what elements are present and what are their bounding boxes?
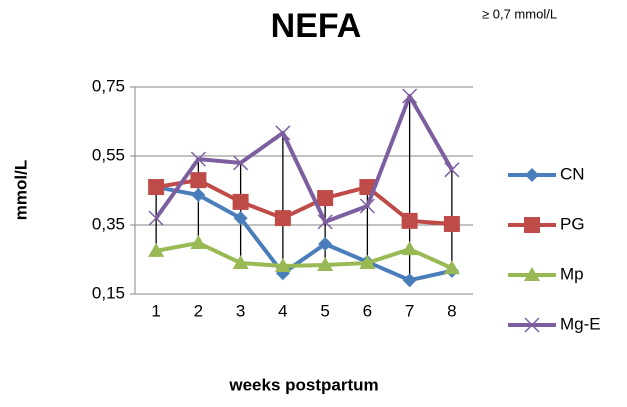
data-point	[444, 162, 460, 178]
x-axis-label: weeks postpartum	[228, 375, 378, 394]
x-tick-label: 4	[278, 301, 287, 320]
legend-label: PG	[560, 214, 585, 233]
legend-marker	[524, 267, 540, 281]
y-tick-label: 0,75	[92, 76, 125, 95]
legend-marker	[524, 217, 540, 233]
y-axis-label: mmol/L	[11, 160, 30, 220]
data-point	[190, 234, 207, 249]
legend-label: Mg-E	[560, 314, 601, 333]
annotation: ≥ 0,7 mmol/L	[482, 6, 557, 21]
x-tick-label: 6	[363, 301, 372, 320]
data-point	[274, 258, 291, 273]
data-point	[401, 212, 418, 229]
data-point	[233, 155, 249, 171]
series-line	[154, 93, 454, 224]
data-point	[191, 187, 206, 202]
data-point	[233, 211, 248, 226]
data-point	[318, 236, 333, 251]
data-point	[190, 151, 206, 167]
legend-label: Mp	[560, 264, 584, 283]
data-point	[148, 210, 164, 226]
legend-marker	[524, 317, 540, 333]
data-point	[190, 172, 207, 189]
data-point	[317, 190, 334, 207]
data-point	[443, 260, 460, 275]
series-line	[155, 240, 453, 270]
data-point	[148, 179, 165, 196]
data-point	[232, 254, 249, 269]
data-point	[317, 257, 334, 272]
chart-title: NEFA	[271, 7, 362, 45]
y-tick-label: 0,35	[92, 214, 125, 233]
data-point	[317, 214, 333, 230]
data-point	[274, 210, 291, 227]
x-tick-label: 2	[194, 301, 203, 320]
y-tick-label: 0,55	[92, 145, 125, 164]
data-point	[443, 215, 460, 232]
legend-marker	[525, 168, 539, 182]
data-point	[275, 125, 291, 141]
x-tick-label: 8	[447, 301, 456, 320]
series-line	[155, 185, 453, 283]
y-tick-label: 0,15	[92, 283, 125, 302]
x-tick-label: 5	[320, 301, 329, 320]
data-point	[402, 88, 418, 104]
data-point	[401, 241, 418, 256]
x-tick-label: 3	[236, 301, 245, 320]
data-point	[359, 198, 375, 214]
legend-label: CN	[560, 164, 585, 183]
data-point	[402, 273, 417, 288]
x-tick-label: 7	[405, 301, 414, 320]
data-point	[359, 254, 376, 269]
data-point	[232, 193, 249, 210]
x-tick-label: 1	[151, 301, 160, 320]
data-point	[148, 242, 165, 257]
